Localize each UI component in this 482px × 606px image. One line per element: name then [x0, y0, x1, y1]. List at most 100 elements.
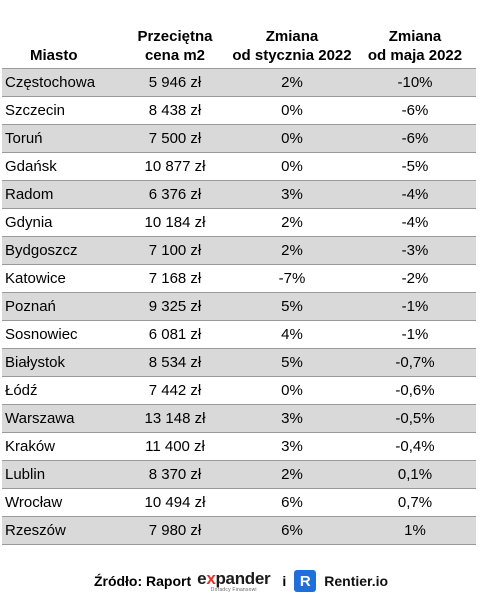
rentier-logo-icon: R — [294, 570, 317, 592]
cell-change-may: -3% — [401, 242, 429, 259]
cell-avg-price: 7 500 zł — [148, 130, 202, 147]
conjunction-text: i — [282, 573, 287, 589]
table-row: Toruń 7 500 zł 0% -6% — [2, 124, 476, 152]
cell-change-january: 3% — [281, 410, 303, 427]
cell-change-january: 2% — [281, 214, 303, 231]
cell-city: Szczecin — [5, 102, 66, 119]
header-change-may-line2: od maja 2022 — [367, 47, 463, 64]
cell-change-january: 6% — [281, 494, 303, 511]
table-row: Szczecin 8 438 zł 0% -6% — [2, 96, 476, 124]
cell-city: Gdańsk — [5, 158, 57, 175]
table-row: Sosnowiec 6 081 zł 4% -1% — [2, 320, 476, 348]
cell-change-january: 2% — [281, 466, 303, 483]
header-avg-price-line2: cena m2 — [144, 47, 206, 64]
cell-city: Rzeszów — [5, 522, 66, 539]
expander-wordmark: expander — [197, 569, 271, 589]
cell-change-january: 0% — [281, 130, 303, 147]
cell-city: Katowice — [5, 270, 66, 287]
cell-change-january: 0% — [281, 158, 303, 175]
table-row: Lublin 8 370 zł 2% 0,1% — [2, 460, 476, 488]
cell-city: Częstochowa — [5, 74, 96, 91]
cell-avg-price: 10 184 zł — [144, 214, 206, 231]
table-row: Bydgoszcz 7 100 zł 2% -3% — [2, 236, 476, 264]
cell-change-january: 6% — [281, 522, 303, 539]
table-row: Częstochowa 5 946 zł 2% -10% — [2, 68, 476, 96]
table-row: Gdańsk 10 877 zł 0% -5% — [2, 152, 476, 180]
cell-change-may: -1% — [401, 326, 429, 343]
header-change-january: Zmiana od stycznia 2022 — [230, 27, 354, 68]
header-change-may: Zmiana od maja 2022 — [354, 27, 476, 68]
cell-avg-price: 8 534 zł — [148, 354, 202, 371]
cell-avg-price: 6 376 zł — [148, 186, 202, 203]
cell-city: Toruń — [5, 130, 43, 147]
cell-avg-price: 10 877 zł — [144, 158, 206, 175]
table-row: Radom 6 376 zł 3% -4% — [2, 180, 476, 208]
cell-city: Gdynia — [5, 214, 53, 231]
cell-change-january: 2% — [281, 74, 303, 91]
table-row: Wrocław 10 494 zł 6% 0,7% — [2, 488, 476, 516]
cell-city: Radom — [5, 186, 54, 203]
cell-change-may: -5% — [401, 158, 429, 175]
cell-change-january: 5% — [281, 298, 303, 315]
cell-change-may: -0,4% — [395, 438, 435, 455]
expander-tagline: Doradcy Finansowi — [210, 587, 257, 593]
cell-avg-price: 8 438 zł — [148, 102, 202, 119]
cell-change-january: 3% — [281, 438, 303, 455]
table-bottom-border — [2, 544, 476, 545]
cell-avg-price: 6 081 zł — [148, 326, 202, 343]
cell-city: Białystok — [5, 354, 66, 371]
cell-change-may: -4% — [401, 214, 429, 231]
cell-city: Warszawa — [5, 410, 75, 427]
cell-avg-price: 13 148 zł — [144, 410, 206, 427]
table-row: Katowice 7 168 zł -7% -2% — [2, 264, 476, 292]
table-row: Kraków 11 400 zł 3% -0,4% — [2, 432, 476, 460]
cell-avg-price: 7 980 zł — [148, 522, 202, 539]
cell-city: Sosnowiec — [5, 326, 78, 343]
cell-change-january: 3% — [281, 186, 303, 203]
cell-avg-price: 7 168 zł — [148, 270, 202, 287]
cell-change-may: 0,7% — [397, 494, 433, 511]
cell-change-may: -0,7% — [395, 354, 435, 371]
table-row: Gdynia 10 184 zł 2% -4% — [2, 208, 476, 236]
cell-change-may: -1% — [401, 298, 429, 315]
rentier-name: Rentier.io — [324, 573, 389, 589]
header-avg-price-line1: Przeciętna — [137, 28, 213, 45]
cell-avg-price: 5 946 zł — [148, 74, 202, 91]
cell-city: Bydgoszcz — [5, 242, 78, 259]
source-label: Źródło: Raport — [93, 573, 192, 589]
source-footer: Źródło: Raport expander Doradcy Finansow… — [0, 566, 482, 596]
cell-avg-price: 9 325 zł — [148, 298, 202, 315]
cell-change-january: 0% — [281, 382, 303, 399]
cell-change-january: -7% — [278, 270, 306, 287]
cell-change-may: -6% — [401, 102, 429, 119]
cell-city: Wrocław — [5, 494, 63, 511]
cell-city: Kraków — [5, 438, 56, 455]
table-row: Białystok 8 534 zł 5% -0,7% — [2, 348, 476, 376]
expander-wordmark-rest: pander — [215, 569, 271, 588]
cell-change-may: -6% — [401, 130, 429, 147]
expander-wordmark-x: x — [206, 569, 216, 588]
table-row: Łódź 7 442 zł 0% -0,6% — [2, 376, 476, 404]
cell-change-january: 4% — [281, 326, 303, 343]
cell-change-may: -0,6% — [395, 382, 435, 399]
expander-wordmark-e: e — [197, 569, 207, 588]
header-city-text: Miasto — [30, 47, 78, 64]
table-body: Częstochowa 5 946 zł 2% -10% Szczecin 8 438 z… — [2, 68, 476, 544]
table-row: Warszawa 13 148 zł 3% -0,5% — [2, 404, 476, 432]
table-row: Rzeszów 7 980 zł 6% 1% — [2, 516, 476, 544]
cell-avg-price: 11 400 zł — [145, 438, 205, 455]
cell-change-january: 5% — [281, 354, 303, 371]
header-change-january-line1: Zmiana — [265, 28, 319, 45]
cell-avg-price: 7 100 zł — [148, 242, 202, 259]
cell-change-may: -2% — [401, 270, 429, 287]
cell-change-january: 0% — [281, 102, 303, 119]
table-header: Miasto Przeciętna cena m2 Zmiana od styc… — [2, 0, 476, 68]
header-change-may-line1: Zmiana — [388, 28, 442, 45]
cell-change-january: 2% — [281, 242, 303, 259]
cell-change-may: -4% — [401, 186, 429, 203]
cell-avg-price: 8 370 zł — [148, 466, 202, 483]
cell-city: Łódź — [5, 382, 38, 399]
header-city: Miasto — [2, 46, 120, 68]
price-table: Miasto Przeciętna cena m2 Zmiana od styc… — [2, 0, 476, 545]
cell-city: Poznań — [5, 298, 56, 315]
